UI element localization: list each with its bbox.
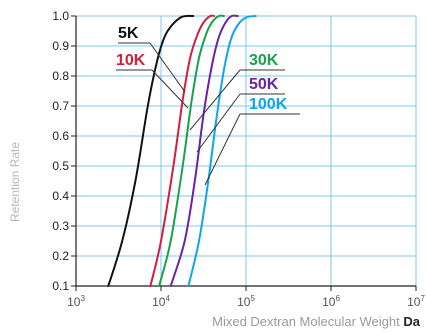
y-tick-label: 0.5 xyxy=(52,159,69,173)
y-tick-label: 0.9 xyxy=(52,39,69,53)
series-line-50k xyxy=(169,14,239,287)
y-axis-label-text: Retention Rate xyxy=(8,141,22,222)
annotation-leader xyxy=(149,42,186,93)
y-tick-label: 1.0 xyxy=(52,9,69,23)
y-tick-label: 0.6 xyxy=(52,129,69,143)
y-tick-label: 0.4 xyxy=(52,189,69,203)
annotation-leader xyxy=(204,113,241,186)
series-line-100k xyxy=(187,15,257,287)
tick-labels: 0.1 0.2 0.3 0.4 0.5 0.6 0.7 0.8 0.9 1.0 103 104 105 1… xyxy=(52,9,425,309)
x-tick-label: 107 xyxy=(407,294,425,309)
x-tick-label: 106 xyxy=(322,294,340,309)
annotation-leader xyxy=(189,69,241,131)
annotation-10k: 10K xyxy=(116,52,189,109)
annotation-100k: 100K xyxy=(204,96,300,186)
y-tick-label: 0.7 xyxy=(52,99,69,113)
annotation-label: 50K xyxy=(249,76,279,93)
series-line-5k xyxy=(107,14,195,287)
y-tick-label: 0.8 xyxy=(52,69,69,83)
series-annotations: 5K 10K 30K 50K 100K xyxy=(116,25,300,186)
annotation-leader xyxy=(151,69,189,109)
axes xyxy=(71,15,417,291)
annotation-30k: 30K xyxy=(189,52,285,131)
x-tick-label: 105 xyxy=(237,294,255,309)
series-line-10k xyxy=(149,14,215,287)
grid xyxy=(76,15,417,287)
x-axis-unit: Da xyxy=(403,314,420,329)
series-line-30k xyxy=(158,14,225,287)
annotation-5k: 5K xyxy=(118,25,186,93)
series-lines xyxy=(107,14,257,287)
annotation-label: 100K xyxy=(249,96,288,113)
x-axis-label: Mixed Dextran Molecular Weight Da xyxy=(212,314,420,329)
x-tick-label: 103 xyxy=(67,294,85,309)
annotation-leader xyxy=(196,93,241,153)
annotation-label: 30K xyxy=(249,52,279,69)
y-tick-label: 0.3 xyxy=(52,219,69,233)
x-tick-label: 104 xyxy=(152,294,170,309)
x-axis-label-text: Mixed Dextran Molecular Weight xyxy=(212,314,400,329)
annotation-50k: 50K xyxy=(196,76,285,153)
annotation-label: 5K xyxy=(118,25,139,42)
y-tick-label: 0.2 xyxy=(52,249,69,263)
annotation-label: 10K xyxy=(116,52,146,69)
y-tick-label: 0.1 xyxy=(52,279,69,293)
